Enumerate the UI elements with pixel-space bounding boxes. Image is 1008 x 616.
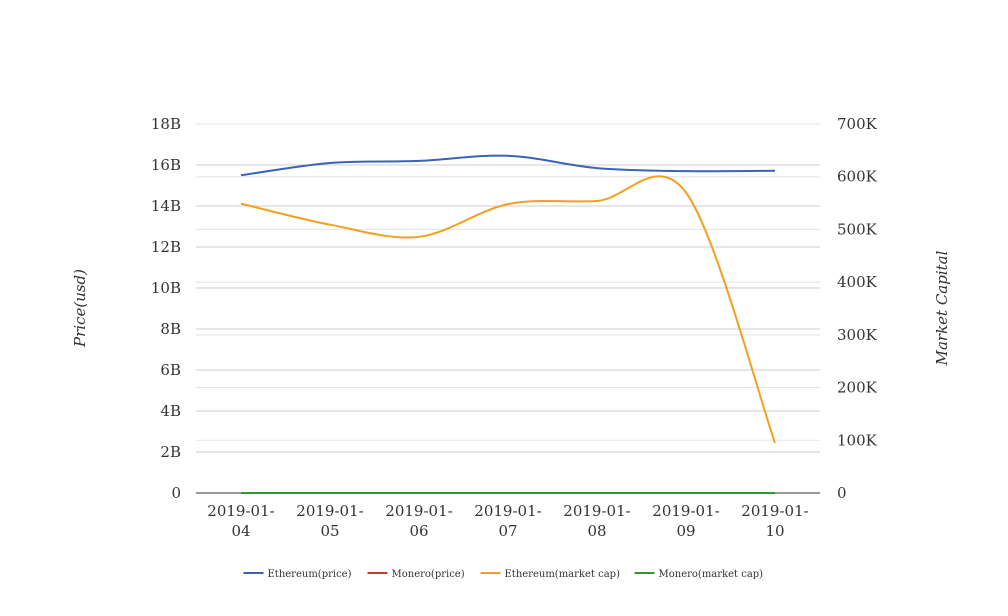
- right-tick-label: 500K: [837, 220, 878, 238]
- left-tick-label: 4B: [160, 402, 181, 420]
- left-tick-label: 18B: [151, 115, 181, 133]
- left-tick-label: 6B: [160, 361, 181, 379]
- left-tick-label: 12B: [151, 238, 181, 256]
- series-layer: [240, 154, 776, 495]
- x-tick-label: 2019-01-09: [652, 502, 719, 540]
- right-tick-label: 400K: [837, 273, 878, 291]
- left-tick-label: 10B: [151, 279, 181, 297]
- right-tick-label: 300K: [837, 326, 878, 344]
- left-axis-ticks: 0 2B 4B 6B 8B 10B 12B 14B 16B 18B: [151, 115, 181, 502]
- left-tick-label: 2B: [160, 443, 181, 461]
- series-line-ethereum-price: [240, 154, 776, 177]
- x-tick-label: 2019-01-05: [296, 502, 363, 540]
- x-tick-label: 2019-01-07: [474, 502, 541, 540]
- right-tick-label: 600K: [837, 168, 878, 186]
- left-axis-title: Price(usd): [71, 269, 89, 348]
- legend: Ethereum(price) Monero(price) Ethereum(mar…: [243, 569, 764, 580]
- left-tick-label: 8B: [160, 320, 181, 338]
- left-tick-label: 0: [171, 484, 181, 502]
- legend-entry: Monero(market cap): [659, 569, 764, 580]
- x-axis-ticks: 2019-01-04 2019-01-05 2019-01-06 2019-01-07…: [207, 502, 808, 540]
- legend-entry: Ethereum(price): [268, 569, 352, 580]
- right-axis-title: Market Capital: [933, 250, 951, 366]
- legend-entry: Monero(price): [392, 569, 465, 580]
- x-tick-label: 2019-01-04: [207, 502, 274, 540]
- left-tick-label: 14B: [151, 197, 181, 215]
- right-tick-label: 0: [837, 484, 847, 502]
- x-tick-label: 2019-01-10: [741, 502, 808, 540]
- series-line-ethereum-market-cap: [240, 175, 776, 444]
- legend-entry: Ethereum(market cap): [505, 569, 621, 580]
- right-tick-label: 100K: [837, 431, 878, 449]
- right-gridlines: [196, 123, 820, 441]
- right-axis-ticks: 0 100K 200K 300K 400K 500K 600K 700K: [837, 115, 878, 502]
- x-tick-label: 2019-01-08: [563, 502, 630, 540]
- right-tick-label: 700K: [837, 115, 878, 133]
- left-tick-label: 16B: [151, 156, 181, 174]
- right-tick-label: 200K: [837, 379, 878, 397]
- x-tick-label: 2019-01-06: [385, 502, 452, 540]
